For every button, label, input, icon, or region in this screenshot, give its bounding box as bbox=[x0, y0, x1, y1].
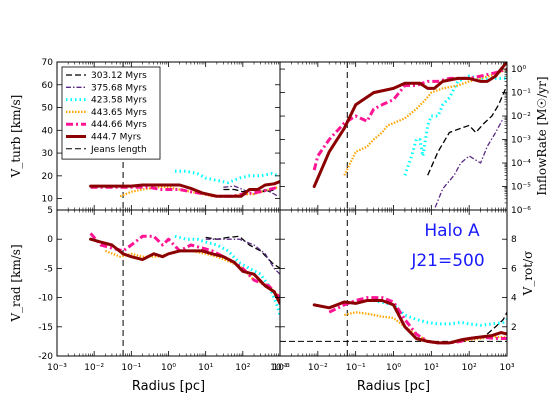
y-tick-label-vrot: 4 bbox=[511, 294, 517, 304]
y-tick-label-inflow: 10⁻⁴ bbox=[511, 159, 531, 169]
legend-entry-label: 303.12 Myrs bbox=[91, 71, 147, 81]
x-tick-label: 10³ bbox=[499, 363, 514, 373]
x-axis-label-left: Radius [pc] bbox=[132, 379, 205, 394]
y-tick-label-vrad: 0 bbox=[47, 235, 53, 245]
y-axis-label-vrad: V_rad [km/s] bbox=[9, 244, 23, 322]
y-tick-label-vrot: 2 bbox=[511, 323, 517, 333]
x-tick-label: 10⁻¹ bbox=[346, 363, 366, 373]
series-line-vrot bbox=[486, 311, 507, 335]
panel-vturb-plot bbox=[89, 62, 280, 210]
y-axis-label-inflow: InflowRate [M☉/yr] bbox=[535, 76, 549, 195]
legend-entry-label: Jeans length bbox=[90, 145, 147, 155]
y-tick-label-vrot: 6 bbox=[511, 264, 517, 274]
x-tick-label: 10⁻¹ bbox=[121, 363, 141, 373]
series-line-inflow bbox=[433, 117, 504, 210]
x-tick-label: 10⁻³ bbox=[47, 363, 67, 373]
x-tick-label: 10⁰ bbox=[161, 363, 176, 373]
y-axis-label-vrot: V_rot/σ bbox=[521, 251, 535, 297]
y-tick-label-inflow: 10⁻¹ bbox=[511, 89, 531, 99]
legend-entry-label: 423.58 Myrs bbox=[91, 96, 147, 106]
series-line-vturb bbox=[89, 180, 280, 198]
x-tick-label: 10¹ bbox=[424, 363, 439, 373]
annotation-j21: J21=500 bbox=[410, 251, 484, 271]
x-tick-label: 10⁻² bbox=[84, 363, 104, 373]
y-tick-label-vrad: -10 bbox=[38, 294, 53, 304]
legend-box bbox=[61, 66, 161, 160]
y-tick-label-vrad: -5 bbox=[44, 264, 53, 274]
series-line-inflow bbox=[312, 67, 507, 171]
panel-frame-vrad bbox=[56, 209, 281, 357]
series-line-vrad bbox=[89, 232, 280, 299]
legend-entry-label: 375.68 Myrs bbox=[91, 83, 147, 93]
series-line-vrot bbox=[344, 311, 507, 344]
x-tick-label: 10² bbox=[235, 363, 250, 373]
y-tick-label-inflow: 10⁻³ bbox=[511, 136, 531, 146]
x-axis-label-right: Radius [pc] bbox=[357, 379, 430, 394]
y-tick-label-inflow: 10⁰ bbox=[511, 65, 526, 75]
legend-entry-label: 443.65 Myrs bbox=[91, 108, 147, 118]
y-tick-label-inflow: 10⁻⁵ bbox=[511, 183, 531, 193]
y-axis-label-vturb: V_turb [km/s] bbox=[9, 95, 23, 179]
y-tick-label-inflow: 10⁻⁶ bbox=[511, 206, 531, 216]
series-line-inflow bbox=[403, 74, 507, 176]
x-tick-label: 10⁻² bbox=[308, 363, 328, 373]
y-tick-label-vturb: 60 bbox=[42, 81, 54, 91]
y-tick-label-vturb: 20 bbox=[42, 172, 54, 182]
y-tick-label-vrot: 8 bbox=[511, 235, 517, 245]
series-line-vrad bbox=[174, 234, 280, 316]
y-tick-label-vturb: 50 bbox=[42, 104, 54, 114]
annotation-halo: Halo A bbox=[424, 221, 480, 241]
y-tick-label-vturb: 40 bbox=[42, 126, 54, 136]
x-tick-label: 10⁻³ bbox=[270, 363, 290, 373]
panel-vrot-plot bbox=[280, 210, 507, 356]
y-tick-label-vrad: 5 bbox=[47, 206, 53, 216]
series-line-vturb bbox=[223, 188, 277, 193]
legend-entry-label: 444.7 Myrs bbox=[91, 133, 141, 143]
series-line-inflow bbox=[312, 62, 507, 188]
series-line-vrot bbox=[373, 299, 507, 327]
y-tick-label-vturb: 10 bbox=[42, 195, 54, 205]
panel-inflow-plot bbox=[312, 62, 507, 210]
x-tick-label: 10³ bbox=[272, 363, 287, 373]
series-line-inflow bbox=[427, 85, 507, 176]
y-tick-label-vrad: -20 bbox=[38, 352, 53, 362]
series-line-vrad bbox=[205, 238, 280, 275]
series-line-inflow bbox=[343, 68, 507, 176]
x-tick-label: 10² bbox=[462, 363, 477, 373]
y-tick-label-vturb: 30 bbox=[42, 149, 54, 159]
series-line-vturb bbox=[175, 169, 279, 185]
series-line-vrot bbox=[312, 299, 507, 345]
x-tick-label: 10⁰ bbox=[386, 363, 401, 373]
y-tick-label-vrad: -15 bbox=[38, 323, 53, 333]
panel-vrad-plot bbox=[89, 210, 280, 356]
legend-entry-label: 444.66 Myrs bbox=[91, 120, 147, 130]
y-tick-label-vturb: 70 bbox=[42, 58, 54, 68]
y-tick-label-inflow: 10⁻² bbox=[511, 112, 531, 122]
x-tick-label: 10¹ bbox=[198, 363, 213, 373]
series-line-vrad bbox=[89, 237, 280, 305]
